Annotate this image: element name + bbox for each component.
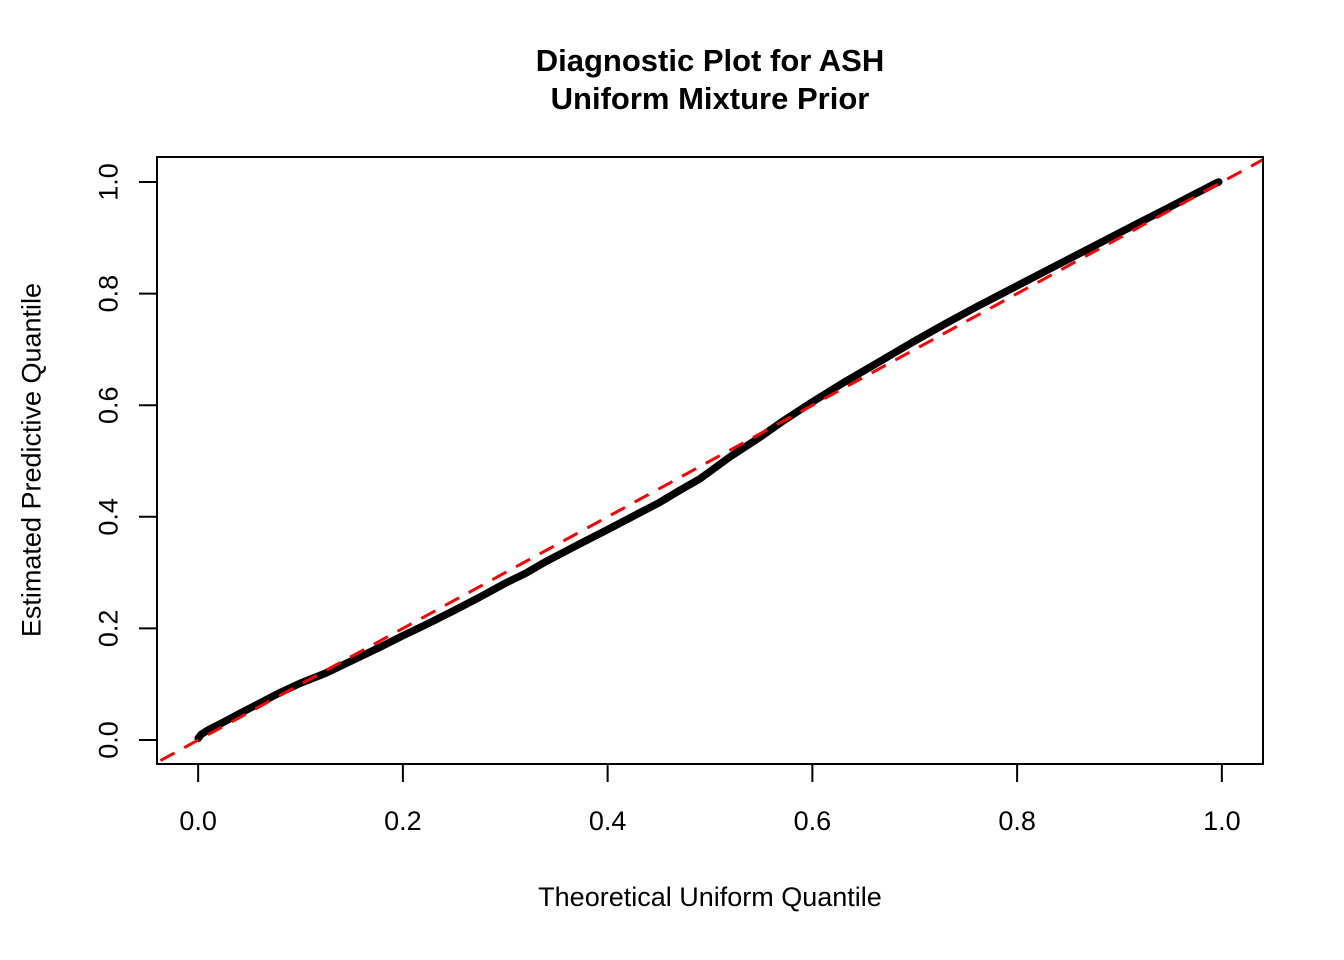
- chart-title-line1: Diagnostic Plot for ASH: [535, 43, 885, 78]
- plot-border: [156, 156, 1264, 765]
- x-tick-label: 0.8: [998, 806, 1036, 836]
- quantile-curve: [194, 178, 1223, 743]
- y-tick-label: 0.2: [93, 610, 123, 648]
- x-axis-title: Theoretical Uniform Quantile: [538, 882, 882, 912]
- x-tick-label: 0.0: [179, 806, 217, 836]
- y-axis-title: Estimated Predictive Quantile: [16, 282, 47, 638]
- x-tick-label: 0.4: [589, 806, 627, 836]
- y-tick-label: 0.6: [93, 386, 123, 424]
- y-tick-label: 1.0: [93, 163, 123, 201]
- chart-title-line2: Uniform Mixture Prior: [550, 81, 870, 116]
- y-tick-label: 0.0: [93, 721, 123, 759]
- x-tick-label: 0.6: [794, 806, 832, 836]
- x-tick-label: 1.0: [1203, 806, 1241, 836]
- y-tick-label: 0.8: [93, 275, 123, 313]
- reference-line: [157, 157, 1263, 764]
- chart-title: Diagnostic Plot for ASH Uniform Mixture …: [157, 42, 1263, 118]
- y-tick-label: 0.4: [93, 498, 123, 536]
- x-tick-label: 0.2: [384, 806, 422, 836]
